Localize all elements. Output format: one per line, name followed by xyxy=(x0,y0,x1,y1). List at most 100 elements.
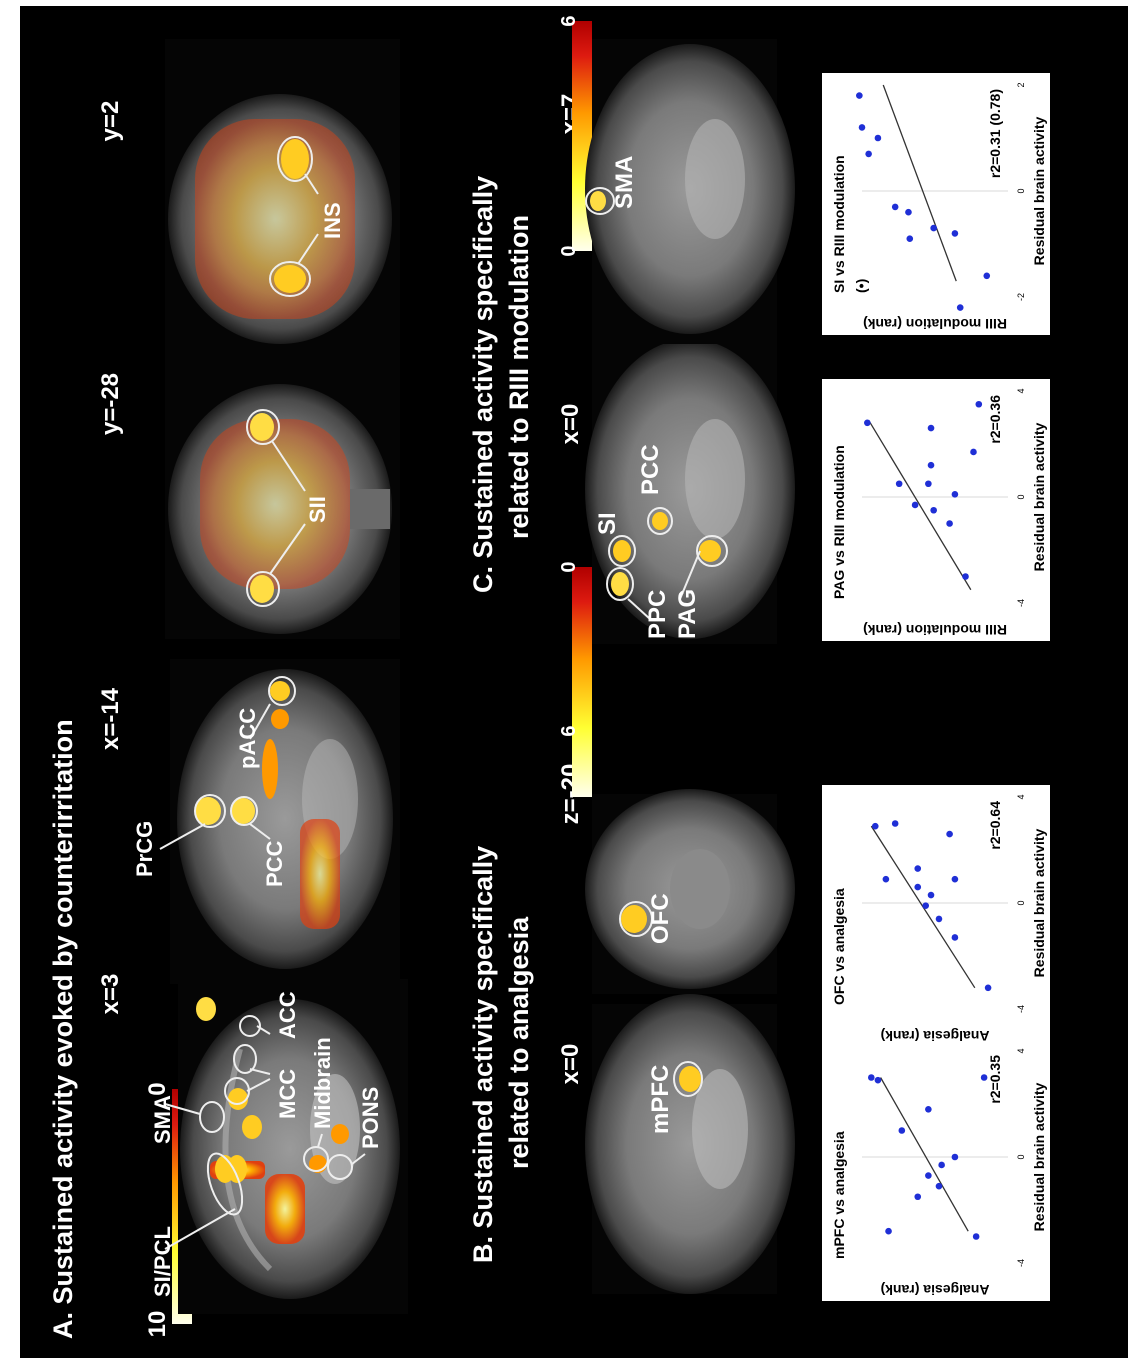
brain-slice-b1 xyxy=(585,994,795,1294)
y-axis-label: Residual brain activity xyxy=(1031,116,1047,265)
scatter-point xyxy=(946,520,953,527)
panel-a-title: A. Sustained activity evoked by counteri… xyxy=(48,719,78,1339)
panel-c-annotations: PPC PAG SI PCC SMA xyxy=(585,156,728,639)
scatter-point xyxy=(935,915,943,923)
scatter-point xyxy=(856,92,863,99)
scatter-point xyxy=(885,1227,892,1235)
scatter-point xyxy=(891,820,899,827)
fit-line xyxy=(882,84,957,282)
scatter-plot-2: OFC vs analgesia Residual brain activity A… xyxy=(822,785,1050,1047)
y-axis-label: Residual brain activity xyxy=(1031,422,1047,571)
panel-b-scale-max: 6 xyxy=(558,725,580,736)
scatter-point xyxy=(951,491,959,498)
panel-a-scale-max: 10 xyxy=(144,1311,171,1338)
x-tick-label: 4 xyxy=(1016,388,1026,393)
scatter-point xyxy=(874,1076,882,1084)
r2-annotation: r2=0.36 xyxy=(987,395,1003,444)
x-tick-label: -4 xyxy=(1016,1259,1026,1267)
label-mcc: MCC xyxy=(275,1069,300,1119)
scatter-point xyxy=(911,501,919,509)
scatter-point xyxy=(970,448,977,456)
x-tick-label: 0 xyxy=(1016,1154,1026,1159)
scatter-point xyxy=(951,875,959,883)
brain-slice-c1 xyxy=(585,339,795,644)
scatter-point xyxy=(914,1193,922,1201)
scatter-point xyxy=(927,891,935,899)
label-acc: ACC xyxy=(275,991,300,1039)
x-tick-label: 0 xyxy=(1016,494,1026,499)
label-pons: PONS xyxy=(358,1087,383,1149)
scatter-point xyxy=(898,1127,906,1134)
panel-b-title-1: B. Sustained activity specifically xyxy=(468,846,498,1263)
scatter-point xyxy=(935,1182,943,1190)
fit-line xyxy=(868,419,972,591)
x-tick-label: 4 xyxy=(1016,794,1026,799)
scatter-point xyxy=(962,573,969,580)
label-pcc-a: PCC xyxy=(262,840,287,887)
brain-slice-a3 xyxy=(165,369,400,639)
panel-a-coord-3: y=-28 xyxy=(97,373,124,435)
plot-title: PAG vs RIII modulation xyxy=(831,445,847,599)
x-axis-label: RIII modulation (rank) xyxy=(863,316,1007,332)
scatter-point xyxy=(951,230,959,237)
r2-annotation: r2=0.35 xyxy=(987,1055,1003,1104)
x-axis-label: RIII modulation (rank) xyxy=(863,622,1007,638)
panel-b-coord-1: x=0 xyxy=(557,1044,584,1085)
scatter-point xyxy=(925,1106,932,1113)
label-sii: SII xyxy=(305,496,330,523)
x-tick-label: 2 xyxy=(1016,82,1026,87)
plot-background xyxy=(822,1039,1050,1301)
panel-b-colorbar xyxy=(572,567,592,797)
scatter-plot-4: SI vs RIII modulation Residual brain acti… xyxy=(822,73,1050,335)
brain-slice-c2 xyxy=(585,39,795,344)
panel-a-annotations: SI/PCL SMA ACC MCC Midbrain PONS PrCG pA… xyxy=(132,136,383,1297)
scatter-point xyxy=(956,304,964,311)
scatter-point xyxy=(914,883,922,891)
x-tick-label: -4 xyxy=(1016,1005,1026,1013)
scatter-point xyxy=(864,419,871,427)
outlier-label: (•) xyxy=(853,279,869,293)
scatter-point xyxy=(984,984,992,992)
scatter-point xyxy=(975,400,983,408)
plot-title: mPFC vs analgesia xyxy=(831,1131,847,1259)
label-midbrain: Midbrain xyxy=(310,1037,335,1129)
plot-title: OFC vs analgesia xyxy=(831,888,847,1005)
panel-c-scale-min: 0 xyxy=(558,245,580,256)
panel-c-coord-1: x=0 xyxy=(557,404,584,445)
panel-a-coord-4: y=2 xyxy=(97,101,124,142)
label-si-c: SI xyxy=(594,512,621,535)
x-tick-label: -2 xyxy=(1016,293,1026,301)
y-axis-label: Residual brain activity xyxy=(1031,1082,1047,1231)
scatter-point xyxy=(871,822,879,830)
label-pcc-c: PCC xyxy=(637,444,664,495)
scatter-point xyxy=(972,1233,980,1240)
x-tick-label: 4 xyxy=(1016,1048,1026,1053)
brain-slice-a4 xyxy=(165,39,400,369)
label-mpfc: mPFC xyxy=(647,1065,674,1134)
scatter-plot-3: PAG vs RIII modulation Residual brain act… xyxy=(822,379,1050,641)
scatter-point xyxy=(951,934,959,941)
label-si-pcl: SI/PCL xyxy=(150,1226,175,1297)
scatter-point xyxy=(914,865,922,872)
label-ofc: OFC xyxy=(647,893,674,944)
scatter-point xyxy=(867,1074,875,1081)
panel-c-title-2: related to RIII modulation xyxy=(504,215,534,539)
panel-b-title-2: related to analgesia xyxy=(504,916,534,1169)
scatter-point xyxy=(980,1074,988,1081)
scatter-point xyxy=(930,506,937,514)
x-axis-label: Analgesia (rank) xyxy=(881,1028,990,1044)
scatter-point xyxy=(874,134,882,142)
scatter-plots: mPFC vs analgesia Residual brain activity… xyxy=(822,73,1050,1301)
label-ins: INS xyxy=(320,202,345,239)
scatter-point xyxy=(983,272,991,280)
panel-a-coord-2: x=-14 xyxy=(97,687,124,750)
scatter-point xyxy=(927,461,935,469)
scatter-point xyxy=(951,1153,959,1161)
label-sma-a: SMA xyxy=(150,1095,175,1144)
r2-annotation: r2=0.31 (0.78) xyxy=(987,89,1003,178)
scatter-point xyxy=(938,1161,945,1169)
scatter-point xyxy=(927,424,935,432)
brain-slice-a2 xyxy=(170,659,400,984)
plot-background xyxy=(822,785,1050,1047)
